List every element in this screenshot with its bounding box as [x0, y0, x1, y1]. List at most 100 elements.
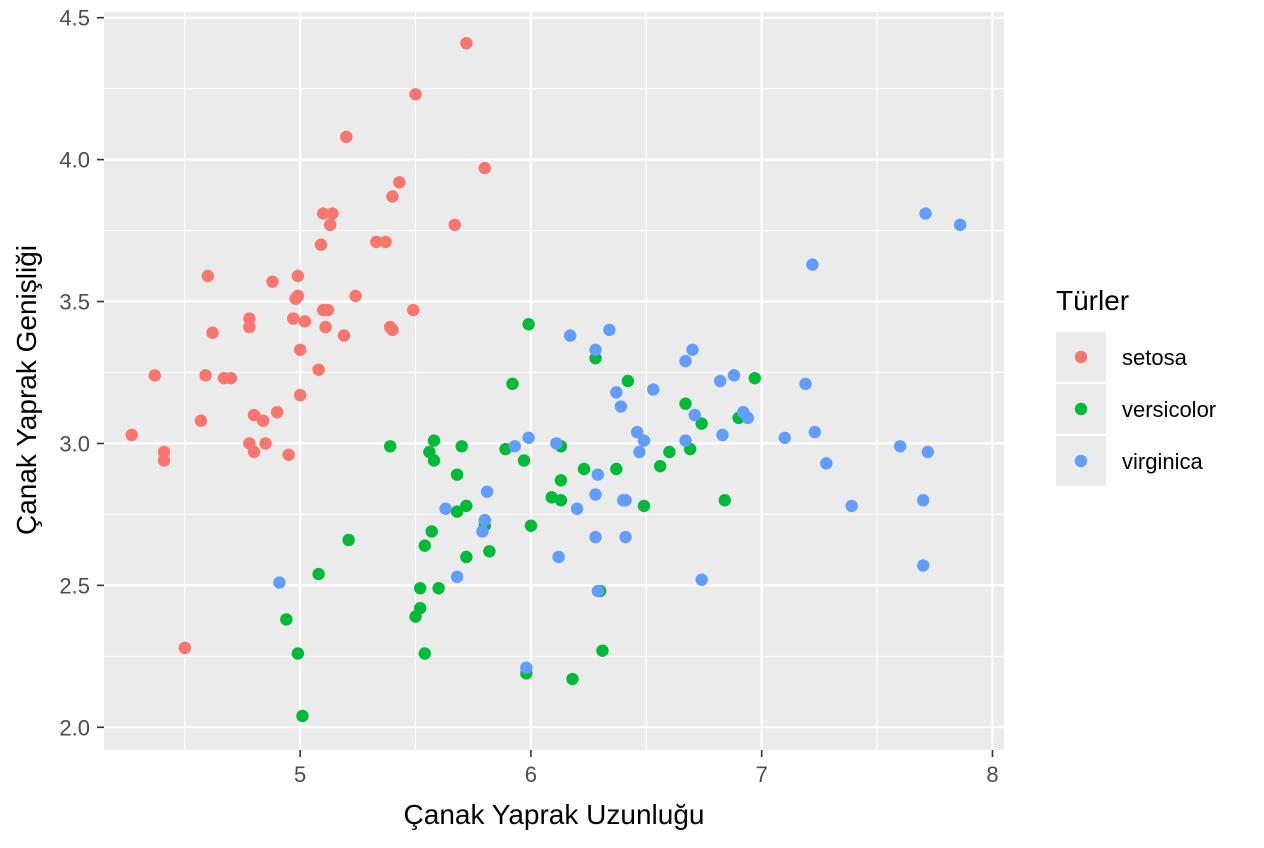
point-versicolor	[517, 454, 531, 467]
y-tick-label: 2.0	[59, 715, 90, 740]
legend-label-setosa: setosa	[1122, 345, 1188, 370]
y-tick-label: 4.0	[59, 148, 90, 173]
point-versicolor	[455, 440, 468, 453]
point-versicolor	[291, 647, 305, 660]
point-virginica	[808, 425, 821, 439]
point-versicolor	[506, 377, 519, 391]
point-versicolor	[679, 397, 692, 410]
point-setosa	[266, 275, 279, 288]
point-virginica	[806, 258, 819, 271]
point-setosa	[478, 161, 491, 175]
point-versicolor	[589, 352, 602, 365]
point-setosa	[247, 445, 261, 459]
point-setosa	[224, 371, 238, 385]
point-virginica	[953, 218, 967, 232]
point-setosa	[340, 130, 353, 144]
point-virginica	[688, 408, 701, 422]
point-versicolor	[427, 454, 441, 467]
point-virginica	[589, 488, 602, 501]
point-setosa	[291, 269, 305, 283]
y-tick-label: 2.5	[59, 573, 90, 598]
point-virginica	[563, 329, 577, 342]
point-versicolor	[522, 318, 535, 331]
x-axis-ticks: 5 6 7 8	[294, 750, 999, 787]
point-setosa	[148, 369, 161, 382]
point-virginica	[570, 502, 584, 515]
point-virginica	[647, 383, 660, 396]
point-versicolor	[460, 499, 473, 513]
point-virginica	[679, 354, 692, 368]
point-versicolor	[483, 545, 496, 558]
point-versicolor	[566, 672, 579, 686]
point-setosa	[157, 454, 171, 467]
point-versicolor	[524, 519, 538, 532]
point-versicolor	[460, 550, 473, 564]
point-setosa	[326, 207, 339, 220]
point-virginica	[686, 343, 699, 356]
point-setosa	[287, 312, 300, 325]
point-setosa	[125, 428, 138, 442]
point-virginica	[917, 559, 930, 572]
point-virginica	[603, 323, 616, 337]
grid-minor	[104, 12, 1004, 750]
point-setosa	[201, 269, 215, 283]
legend-marker-setosa	[1074, 350, 1088, 364]
point-virginica	[610, 386, 623, 399]
point-virginica	[520, 661, 533, 674]
point-setosa	[157, 445, 171, 459]
point-versicolor	[718, 494, 731, 507]
point-setosa	[460, 37, 473, 50]
point-virginica	[917, 494, 930, 507]
point-virginica	[716, 428, 729, 442]
point-virginica	[679, 434, 692, 447]
point-virginica	[845, 499, 858, 513]
point-versicolor	[610, 462, 623, 476]
point-virginica	[778, 431, 791, 444]
point-virginica	[799, 377, 812, 391]
point-virginica	[450, 570, 464, 584]
y-axis-ticks: 2.0 2.5 3.0 3.5 4.0 4.5	[59, 6, 104, 740]
point-virginica	[893, 440, 907, 453]
point-versicolor	[296, 709, 309, 723]
point-virginica	[614, 400, 628, 413]
point-setosa	[323, 218, 337, 232]
point-setosa	[317, 207, 330, 220]
legend-label-virginica: virginica	[1122, 449, 1203, 474]
point-virginica	[273, 576, 286, 589]
point-setosa	[293, 388, 307, 402]
point-setosa	[337, 329, 351, 342]
point-versicolor	[425, 525, 438, 538]
legend: Türler setosa versicolor virginica	[1056, 285, 1216, 486]
point-virginica	[727, 369, 741, 382]
x-tick-label: 8	[986, 762, 998, 787]
point-setosa	[243, 312, 256, 325]
data-points	[125, 37, 967, 723]
grid-major	[104, 12, 1004, 750]
point-versicolor	[596, 644, 609, 657]
point-setosa	[319, 320, 332, 334]
point-virginica	[713, 374, 727, 388]
point-setosa	[247, 408, 261, 422]
x-tick-label: 6	[525, 762, 537, 787]
x-axis-title: Çanak Yaprak Uzunluğu	[404, 799, 705, 830]
point-versicolor	[695, 417, 708, 430]
plot-panel	[104, 12, 1004, 750]
point-virginica	[591, 468, 605, 481]
point-virginica	[637, 434, 651, 447]
y-axis-title: Çanak Yaprak Genişliği	[11, 245, 42, 535]
point-versicolor	[450, 468, 464, 481]
point-setosa	[178, 641, 191, 655]
point-setosa	[270, 406, 284, 419]
point-versicolor	[280, 613, 293, 626]
point-setosa	[448, 218, 461, 232]
point-virginica	[476, 525, 489, 538]
point-setosa	[194, 414, 208, 427]
point-setosa	[243, 320, 256, 334]
x-tick-label: 5	[294, 762, 306, 787]
point-virginica	[589, 343, 602, 356]
point-virginica	[619, 494, 632, 507]
point-versicolor	[432, 582, 445, 595]
point-virginica	[439, 502, 452, 515]
legend-marker-virginica	[1074, 454, 1088, 468]
